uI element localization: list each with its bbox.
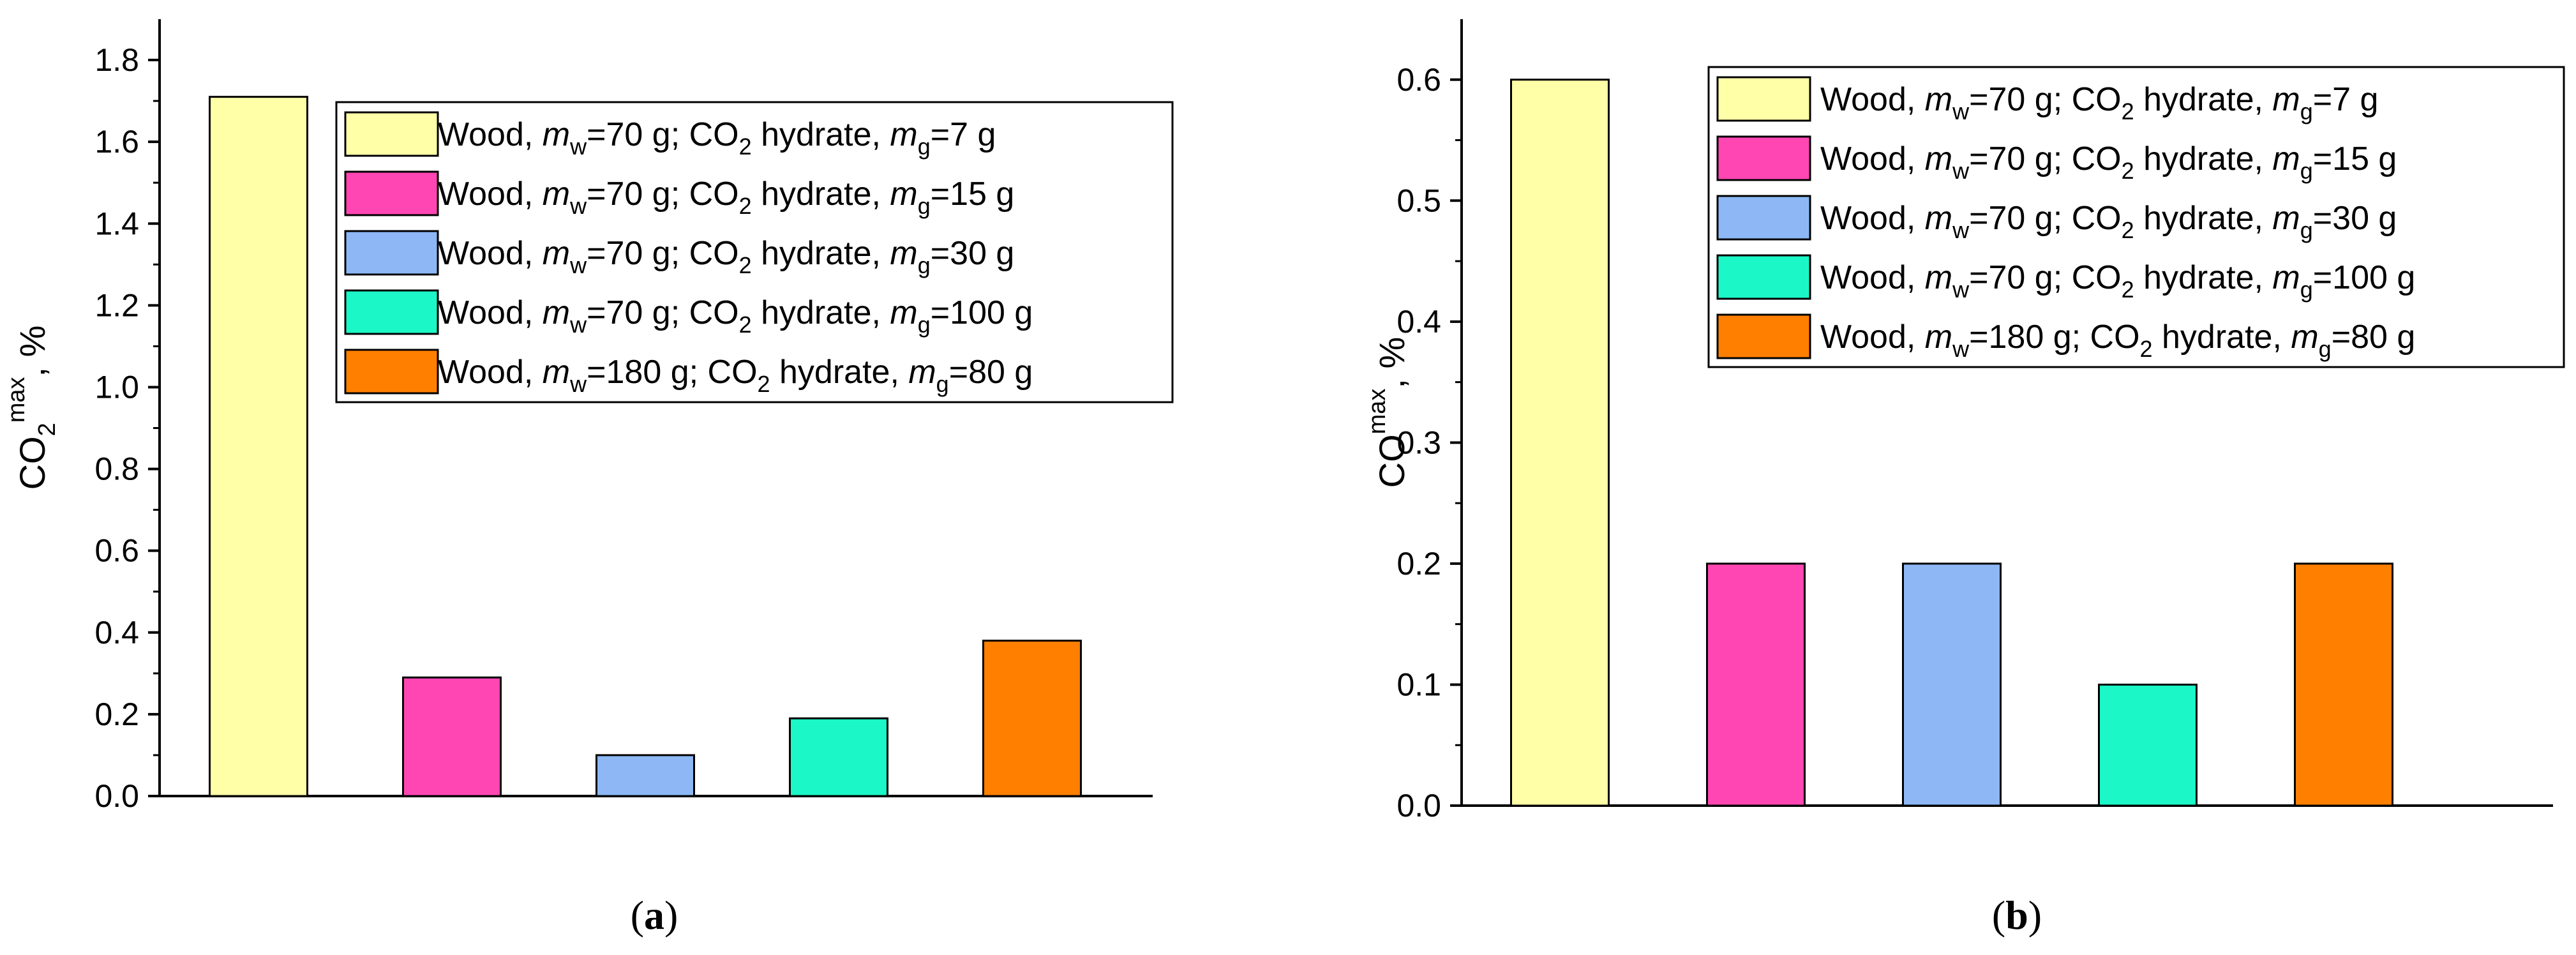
y-axis-label: CO2max, %: [3, 326, 61, 490]
legend-swatch-1: [344, 111, 439, 157]
legend-swatch-5: [344, 349, 439, 395]
legend-label-4: Wood, mw=70 g; CO2 hydrate, mg=100 g: [438, 294, 1033, 338]
chart-panel-b: 0.0 0.1 0.2 0.3 0.4 0.5 0.6 COmax, % Wood, mw=70…: [1364, 19, 2565, 938]
legend-swatch-4: [1716, 254, 1811, 300]
y-tick-label: 0.0: [1397, 788, 1441, 823]
bar-1: [209, 96, 308, 797]
y-tick-label: 0.0: [94, 778, 139, 814]
legend-label-2: Wood, mw=70 g; CO2 hydrate, mg=15 g: [1820, 140, 2397, 184]
legend-label-5: Wood, mw=180 g; CO2 hydrate, mg=80 g: [438, 354, 1033, 397]
legend-box: [335, 101, 1174, 403]
legend-swatch-3: [344, 230, 439, 276]
legend-swatch-2: [344, 170, 439, 216]
bar-5: [982, 640, 1082, 797]
bar-1: [1510, 79, 1610, 807]
legend-label-3: Wood, mw=70 g; CO2 hydrate, mg=30 g: [438, 235, 1014, 278]
legend: Wood, mw=70 g; CO2 hydrate, mg=7 g Wood, …: [1707, 66, 2565, 368]
bar-3: [595, 754, 695, 797]
y-tick-label: 0.8: [94, 451, 139, 487]
panel-label: (a): [631, 892, 678, 938]
legend-label-5: Wood, mw=180 g; CO2 hydrate, mg=80 g: [1820, 319, 2415, 362]
legend-label-1: Wood, mw=70 g; CO2 hydrate, mg=7 g: [438, 116, 996, 160]
legend-swatch-2: [1716, 135, 1811, 181]
y-tick-label: 0.1: [1397, 666, 1441, 702]
y-tick-label: 1.4: [94, 206, 139, 241]
y-tick-label: 0.2: [94, 696, 139, 732]
y-axis-label: COmax, %: [1364, 337, 1412, 488]
legend-label-4: Wood, mw=70 g; CO2 hydrate, mg=100 g: [1820, 259, 2415, 303]
chart-panel-a: 0.0 0.2 0.4 0.6 0.8 1.0 1.2 1.4 1.6 1.8 CO2max, % W…: [3, 19, 1174, 938]
y-tick-label: 0.5: [1397, 183, 1441, 218]
y-tick-label: 0.4: [1397, 304, 1441, 340]
bar-2: [1706, 562, 1806, 807]
legend-label-3: Wood, mw=70 g; CO2 hydrate, mg=30 g: [1820, 200, 2397, 243]
y-tick-label: 0.3: [1397, 425, 1441, 460]
legend-box: [1707, 66, 2565, 368]
y-tick-label: 1.2: [94, 287, 139, 323]
legend-swatch-4: [344, 289, 439, 335]
bar-4: [789, 717, 888, 797]
y-tick-label: 0.6: [1397, 62, 1441, 98]
y-tick-label: 1.8: [94, 42, 139, 78]
y-tick-label: 0.4: [94, 615, 139, 650]
y-tick-label: 0.6: [94, 533, 139, 569]
legend-label-1: Wood, mw=70 g; CO2 hydrate, mg=7 g: [1820, 81, 2378, 124]
y-tick-label: 1.6: [94, 124, 139, 160]
bar-2: [402, 676, 502, 797]
legend-label-2: Wood, mw=70 g; CO2 hydrate, mg=15 g: [438, 176, 1014, 219]
panel-label: (b): [1992, 892, 2042, 938]
legend-swatch-3: [1716, 195, 1811, 241]
bar-3: [1902, 562, 2002, 807]
legend: Wood, mw=70 g; CO2 hydrate, mg=7 g Wood, …: [335, 101, 1174, 403]
y-tick-label: 1.0: [94, 369, 139, 405]
bar-4: [2098, 683, 2198, 807]
legend-swatch-1: [1716, 76, 1811, 122]
bar-5: [2294, 562, 2393, 807]
legend-swatch-5: [1716, 313, 1811, 359]
y-tick-label: 0.2: [1397, 546, 1441, 582]
